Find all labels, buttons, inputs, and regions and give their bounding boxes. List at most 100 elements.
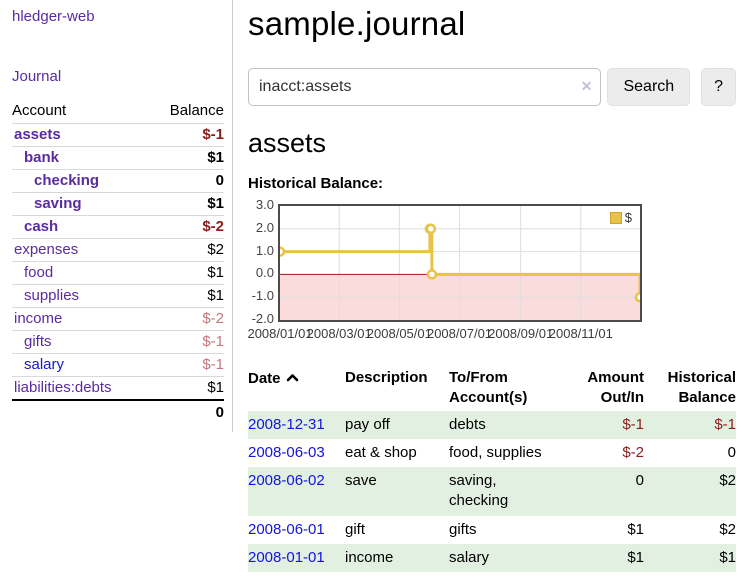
- main-content: sample.journal ✕ Search ? assets Histori…: [247, 0, 736, 572]
- sidebar-item-journal[interactable]: Journal: [12, 68, 62, 85]
- search-button[interactable]: Search: [607, 68, 691, 106]
- account-link-saving[interactable]: saving: [34, 195, 82, 212]
- account-balance: $1: [149, 284, 224, 308]
- account-balance: 0: [149, 169, 224, 193]
- y-tick-label: 1.0: [255, 242, 274, 258]
- transaction-amount: $1: [627, 520, 644, 538]
- account-row: expenses $2: [12, 238, 224, 262]
- transaction-row: 2008-01-01 income salary $1 $1: [248, 543, 736, 572]
- transaction-date-link[interactable]: 2008-01-01: [248, 548, 325, 566]
- account-balance: $1: [149, 376, 224, 400]
- account-row: food $1: [12, 261, 224, 285]
- account-link-gifts[interactable]: gifts: [24, 333, 52, 350]
- transaction-row: 2008-06-01 gift gifts $1 $2: [248, 516, 736, 544]
- page-title: sample.journal: [248, 5, 466, 42]
- account-balance: $-2: [149, 215, 224, 239]
- transaction-balance: $-1: [714, 415, 736, 433]
- account-link-salary[interactable]: salary: [24, 356, 65, 373]
- account-row: cash $-2: [12, 215, 224, 239]
- search-input[interactable]: [248, 68, 602, 106]
- legend-swatch-icon: [609, 211, 622, 224]
- transaction-accounts: gifts: [449, 520, 477, 538]
- account-balance: $-1: [149, 330, 224, 354]
- transaction-date-link[interactable]: 2008-06-01: [248, 520, 325, 538]
- transaction-description: save: [345, 472, 377, 489]
- account-link-liabilities-debts[interactable]: liabilities:debts: [14, 379, 112, 396]
- transaction-amount: $-2: [622, 443, 644, 461]
- account-link-supplies[interactable]: supplies: [24, 287, 80, 304]
- y-tick-label: 0.0: [255, 265, 274, 281]
- y-tick-label: 3.0: [255, 197, 274, 212]
- account-balance: $2: [149, 238, 224, 262]
- transaction-date-link[interactable]: 2008-06-02: [248, 472, 325, 489]
- accounts-total-value: 0: [149, 399, 224, 424]
- account-row: gifts $-1: [12, 330, 224, 354]
- account-balance: $1: [149, 146, 224, 170]
- account-row: saving $1: [12, 192, 224, 216]
- chart-canvas: [280, 206, 640, 320]
- tx-header-accounts: To/From Account(s): [449, 369, 528, 407]
- account-link-cash[interactable]: cash: [24, 218, 59, 235]
- transaction-row: 2008-12-31 pay off debts $-1 $-1: [248, 410, 736, 439]
- transaction-balance: $2: [719, 520, 736, 538]
- transaction-accounts: debts: [449, 415, 486, 433]
- account-title: assets: [248, 128, 327, 158]
- account-link-assets[interactable]: assets: [14, 126, 61, 143]
- account-balance: $1: [149, 192, 224, 216]
- account-link-food[interactable]: food: [24, 264, 54, 281]
- account-balance: $-1: [149, 353, 224, 377]
- transaction-date-link[interactable]: 2008-06-03: [248, 443, 325, 461]
- x-tick-label: 2008/05/01: [366, 326, 432, 341]
- y-tick-label: -1.0: [251, 288, 274, 304]
- account-row: supplies $1: [12, 284, 224, 308]
- chart-plot: $: [278, 204, 642, 322]
- transaction-balance: $1: [719, 548, 736, 566]
- historical-balance-chart: $ 3.0 2.0 1.0 0.0 -1.0 -2.0 2008/01/01 2008/03…: [247, 197, 736, 344]
- transaction-amount: 0: [635, 472, 644, 489]
- x-tick-label: 2008/01/01: [247, 326, 313, 341]
- sidebar: hledger-web Journal Account Balance asse…: [0, 0, 233, 432]
- transactions-table: Date Description To/From Account(s) Amou…: [248, 366, 736, 572]
- chart-legend: $: [609, 210, 632, 225]
- transaction-accounts: food, supplies: [449, 443, 542, 461]
- transaction-description: gift: [345, 520, 366, 538]
- transaction-balance: 0: [727, 443, 736, 461]
- tx-header-description: Description: [345, 369, 428, 386]
- transaction-row: 2008-06-03 eat & shop food, supplies $-2 0: [248, 439, 736, 467]
- x-tick-label: 2008/07/01: [426, 326, 493, 341]
- account-link-income[interactable]: income: [14, 310, 63, 327]
- transaction-amount: $1: [627, 548, 644, 566]
- transaction-description: income: [345, 548, 394, 566]
- account-row: assets $-1: [12, 123, 224, 147]
- transaction-balance: $2: [719, 472, 736, 489]
- transaction-description: eat & shop: [345, 443, 417, 461]
- account-row: checking 0: [12, 169, 224, 193]
- help-button[interactable]: ?: [701, 68, 736, 106]
- tx-header-balance: Historical Balance: [667, 369, 736, 407]
- search-row: ✕ Search ?: [248, 68, 736, 106]
- tx-header-date[interactable]: Date: [248, 366, 345, 411]
- x-tick-label: 2008/03/01: [306, 326, 372, 341]
- tx-header-amount: Amount Out/In: [587, 369, 644, 407]
- clear-search-icon[interactable]: ✕: [580, 78, 593, 94]
- account-row: income $-2: [12, 307, 224, 331]
- x-tick-label: 2008/09/01: [488, 326, 554, 341]
- app-title-link[interactable]: hledger-web: [12, 8, 95, 25]
- account-link-checking[interactable]: checking: [34, 172, 100, 189]
- y-tick-label: -2.0: [251, 311, 274, 326]
- account-row: salary $-1: [12, 353, 224, 377]
- account-balance: $-2: [149, 307, 224, 331]
- accounts-header-account: Account: [12, 102, 67, 119]
- transactions-rows: 2008-12-31 pay off debts $-1 $-1 2008-06-03 ea…: [248, 410, 736, 572]
- sort-chevron-up-icon: [286, 368, 299, 388]
- transaction-date-link[interactable]: 2008-12-31: [248, 415, 325, 433]
- transaction-row: 2008-06-02 save saving, checking 0 $2: [248, 467, 736, 516]
- account-link-expenses[interactable]: expenses: [14, 241, 79, 258]
- account-link-bank[interactable]: bank: [24, 149, 60, 166]
- account-balance: $1: [149, 261, 224, 285]
- accounts-table: Account Balance assets $-1 bank $1 checking 0…: [12, 100, 224, 424]
- account-row: liabilities:debts $1: [12, 376, 224, 400]
- chart-label: Historical Balance:: [248, 175, 384, 192]
- x-tick-label: 2008/11/01: [548, 326, 613, 341]
- transaction-description: pay off: [345, 415, 390, 433]
